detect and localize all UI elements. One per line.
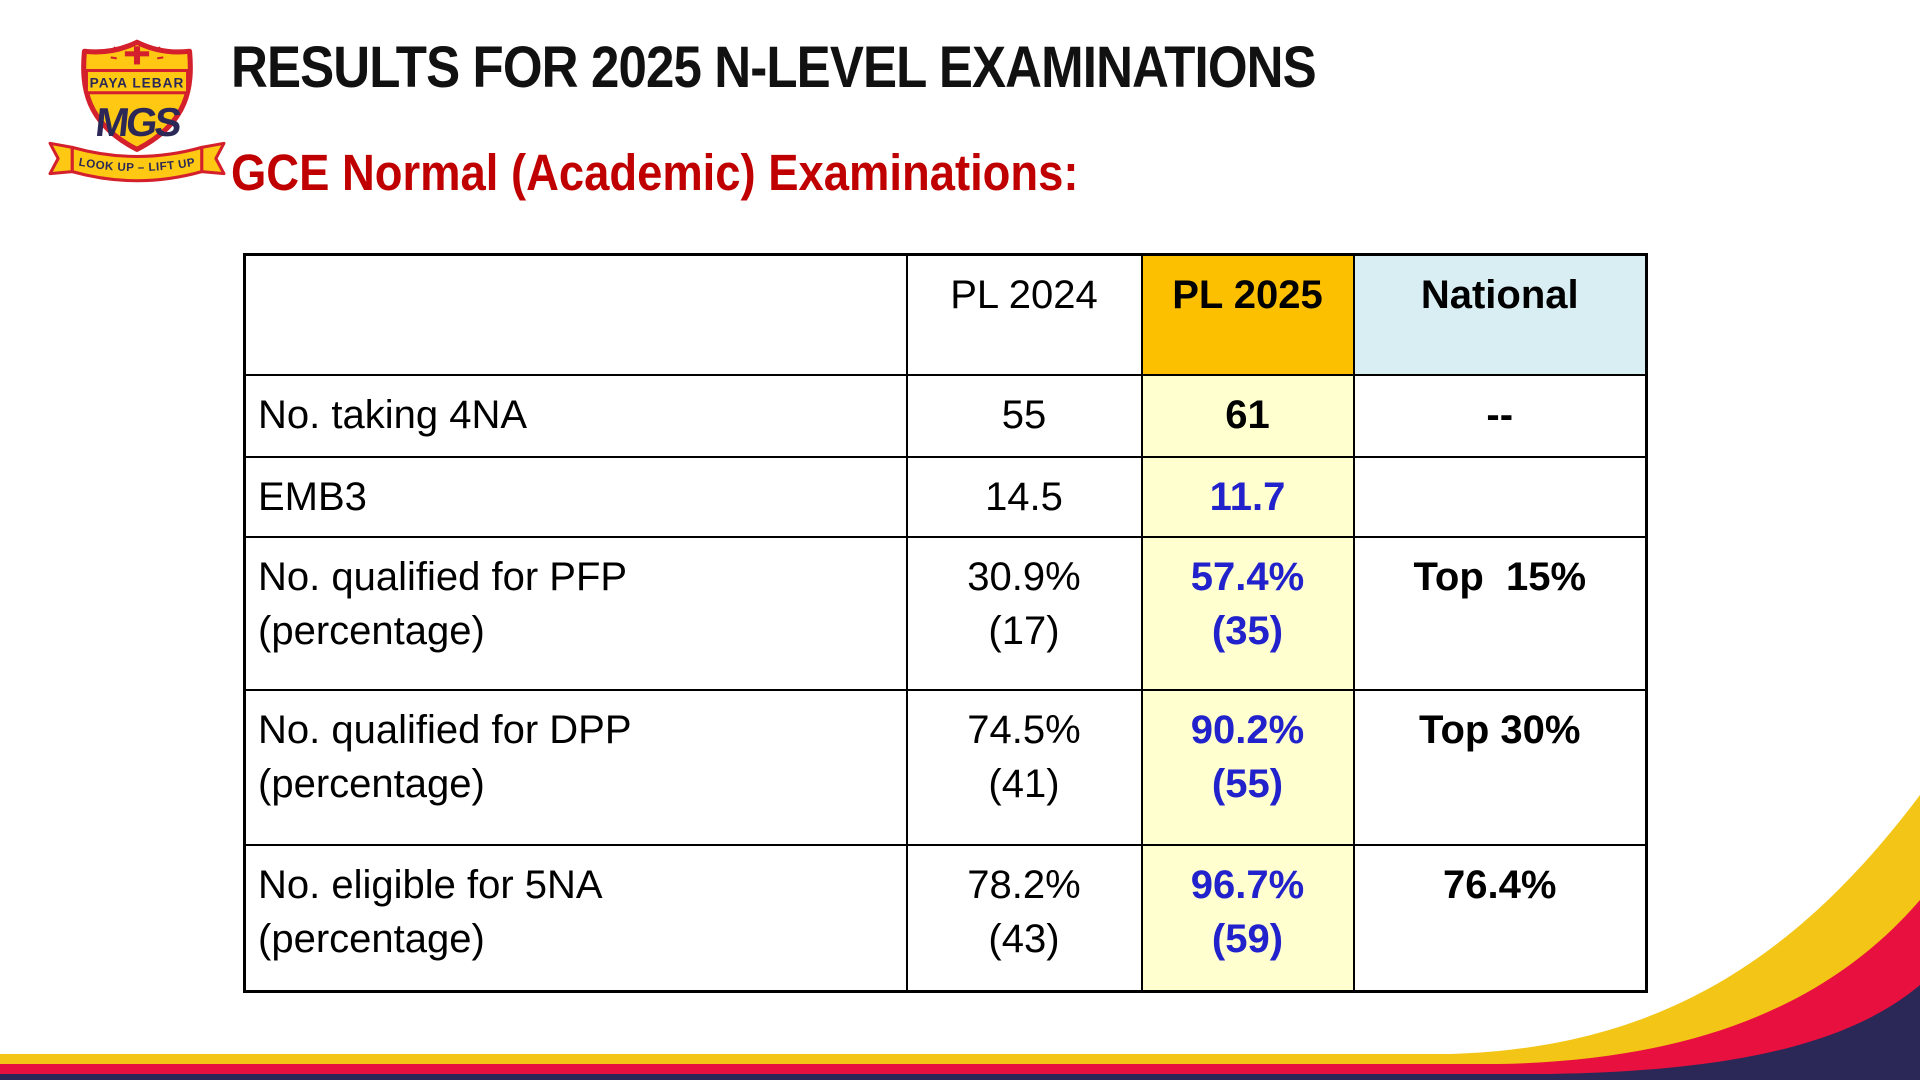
- section-subtitle: GCE Normal (Academic) Examinations:: [231, 144, 1079, 201]
- table-row: No. qualified for DPP (percentage) 74.5%…: [243, 688, 1648, 846]
- header-pl2024: PL 2024: [905, 253, 1143, 376]
- header-pl2025: PL 2025: [1140, 253, 1355, 376]
- ribbon-band: [70, 145, 204, 183]
- national-value: Top 30%: [1352, 688, 1648, 846]
- table-row: No. eligible for 5NA (percentage) 78.2% …: [243, 843, 1648, 993]
- pl2025-value: 96.7% (59): [1140, 843, 1355, 993]
- ribbon-left-tail: [48, 141, 74, 176]
- swoosh-navy-band: [0, 985, 1920, 1080]
- school-crest-logo: PAYA LEBAR MGS LOOK UP – LIFT UP: [48, 39, 226, 183]
- pl2024-value: 30.9% (17): [905, 535, 1143, 691]
- pl2025-value: 57.4% (35): [1140, 535, 1355, 691]
- pl2025-value: 11.7: [1140, 455, 1355, 538]
- row-label: No. taking 4NA: [243, 373, 908, 458]
- pl2024-value: 14.5: [905, 455, 1143, 538]
- header-national: National: [1352, 253, 1648, 376]
- school-name-text: PAYA LEBAR: [90, 76, 185, 91]
- table-row: No. taking 4NA 55 61 --: [243, 373, 1648, 458]
- table-row: No. qualified for PFP (percentage) 30.9%…: [243, 535, 1648, 691]
- row-label: No. qualified for PFP (percentage): [243, 535, 908, 691]
- row-label: No. eligible for 5NA (percentage): [243, 843, 908, 993]
- table-header-row: PL 2024 PL 2025 National: [243, 253, 1648, 376]
- pl2025-value: 90.2% (55): [1140, 688, 1355, 846]
- motto-text: LOOK UP – LIFT UP: [78, 156, 197, 174]
- monogram-text: MGS: [93, 99, 183, 145]
- cross-icon: [110, 46, 164, 65]
- national-value: Top 15%: [1352, 535, 1648, 691]
- national-value: --: [1352, 373, 1648, 458]
- row-label: No. qualified for DPP (percentage): [243, 688, 908, 846]
- table-row: EMB3 14.5 11.7: [243, 455, 1648, 538]
- results-table: PL 2024 PL 2025 National No. taking 4NA …: [243, 253, 1648, 993]
- pl2024-value: 78.2% (43): [905, 843, 1143, 993]
- ribbon-right-tail: [200, 141, 226, 176]
- header-blank-cell: [243, 253, 908, 376]
- pl2024-value: 55: [905, 373, 1143, 458]
- page-title: RESULTS FOR 2025 N-LEVEL EXAMINATIONS: [231, 35, 1317, 100]
- pl2025-value: 61: [1140, 373, 1355, 458]
- national-value: 76.4%: [1352, 843, 1648, 993]
- pl2024-value: 74.5% (41): [905, 688, 1143, 846]
- school-name-band: [84, 68, 190, 95]
- row-label: EMB3: [243, 455, 908, 538]
- national-value: [1352, 455, 1648, 538]
